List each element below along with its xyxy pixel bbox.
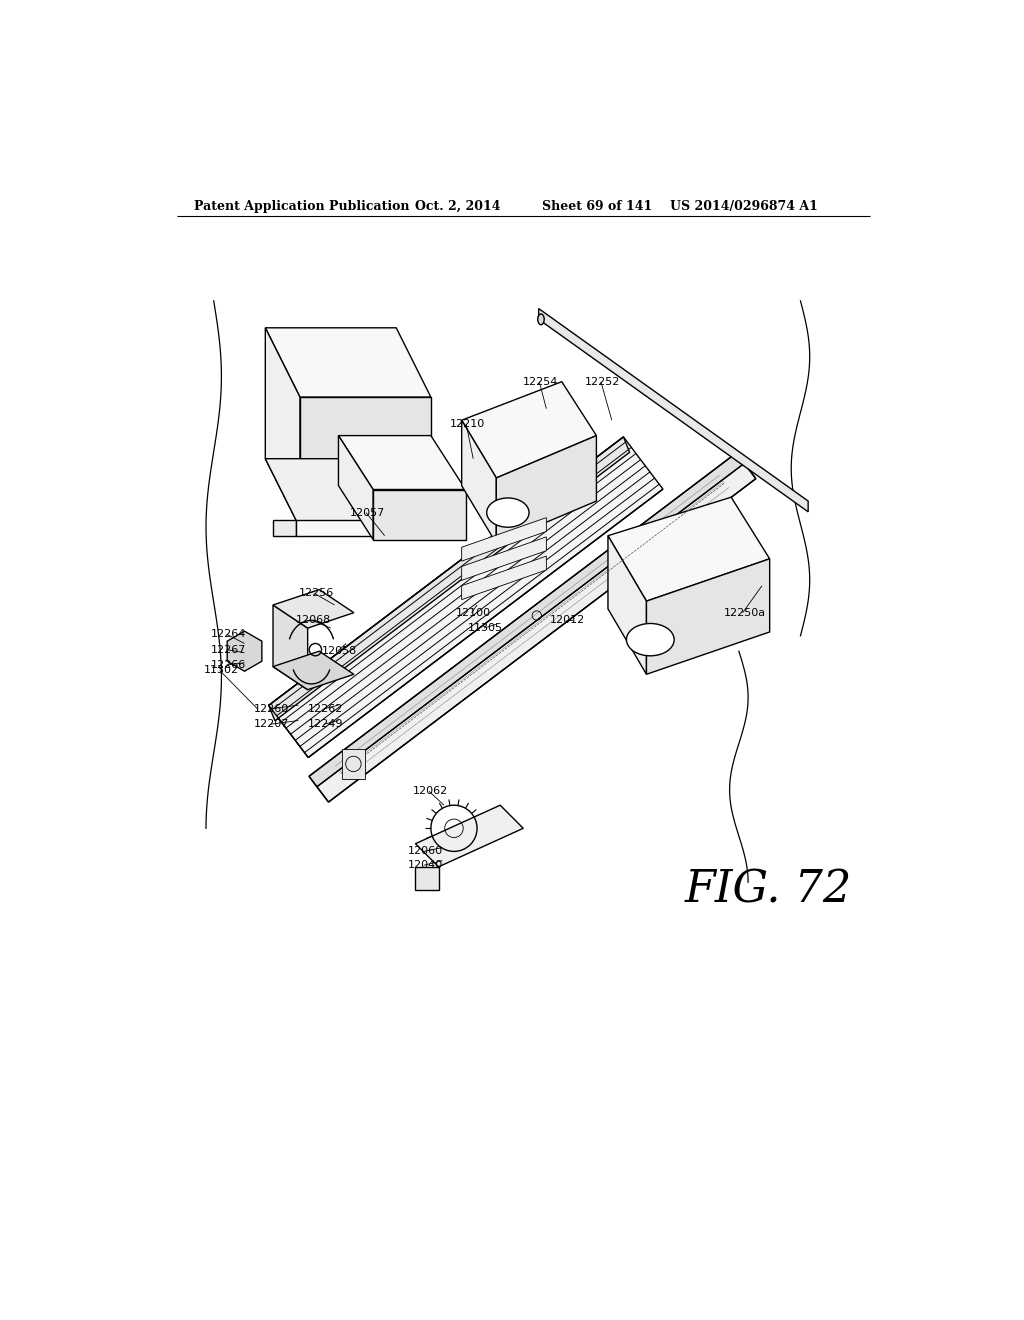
Text: Sheet 69 of 141: Sheet 69 of 141 [542,199,652,213]
Polygon shape [342,748,365,779]
Text: 12062: 12062 [413,787,449,796]
Polygon shape [265,459,431,528]
Text: 12210: 12210 [451,418,485,429]
Polygon shape [646,558,770,675]
Text: 12256: 12256 [298,589,334,598]
Text: 12254: 12254 [523,376,559,387]
Text: 12267: 12267 [211,644,246,655]
Text: 12100: 12100 [456,607,490,618]
Polygon shape [268,437,663,758]
Text: 12260: 12260 [254,704,289,714]
Polygon shape [373,490,466,540]
Polygon shape [273,605,307,689]
Text: 12207: 12207 [254,719,289,730]
Polygon shape [416,867,438,890]
Polygon shape [339,436,466,490]
Polygon shape [227,631,262,671]
Polygon shape [273,590,354,628]
Text: Oct. 2, 2014: Oct. 2, 2014 [416,199,501,213]
Polygon shape [462,537,547,581]
Text: 12012: 12012 [550,615,586,626]
Text: 12058: 12058 [322,647,356,656]
Ellipse shape [538,314,544,325]
Polygon shape [416,805,523,867]
Polygon shape [608,498,770,601]
Polygon shape [265,327,300,528]
Text: 11305: 11305 [468,623,503,634]
Text: Patent Application Publication: Patent Application Publication [194,199,410,213]
Text: 11302: 11302 [204,665,239,676]
Polygon shape [273,651,354,689]
Text: 12264: 12264 [211,630,246,639]
Polygon shape [462,420,497,544]
Polygon shape [268,437,630,721]
Text: 12250a: 12250a [724,607,766,618]
Text: 12057: 12057 [350,508,385,517]
Polygon shape [497,436,596,544]
Text: FIG. 72: FIG. 72 [685,869,852,912]
Polygon shape [462,556,547,599]
Ellipse shape [627,623,674,656]
Polygon shape [539,309,808,512]
Polygon shape [309,453,744,787]
Polygon shape [316,463,756,803]
Text: 12266: 12266 [211,660,246,671]
Polygon shape [608,536,646,675]
Text: 12040: 12040 [408,861,443,870]
Polygon shape [300,397,431,528]
Text: 12068: 12068 [296,615,332,626]
Polygon shape [462,517,547,561]
Polygon shape [296,520,403,536]
Text: US 2014/0296874 A1: US 2014/0296874 A1 [670,199,817,213]
Text: 12262: 12262 [307,704,343,714]
Ellipse shape [486,498,529,527]
Polygon shape [462,381,596,478]
Polygon shape [339,436,373,540]
Text: 12252: 12252 [585,376,621,387]
Text: 12249: 12249 [307,719,343,730]
Polygon shape [273,520,296,536]
Text: 12060: 12060 [408,846,443,857]
Polygon shape [265,327,431,397]
